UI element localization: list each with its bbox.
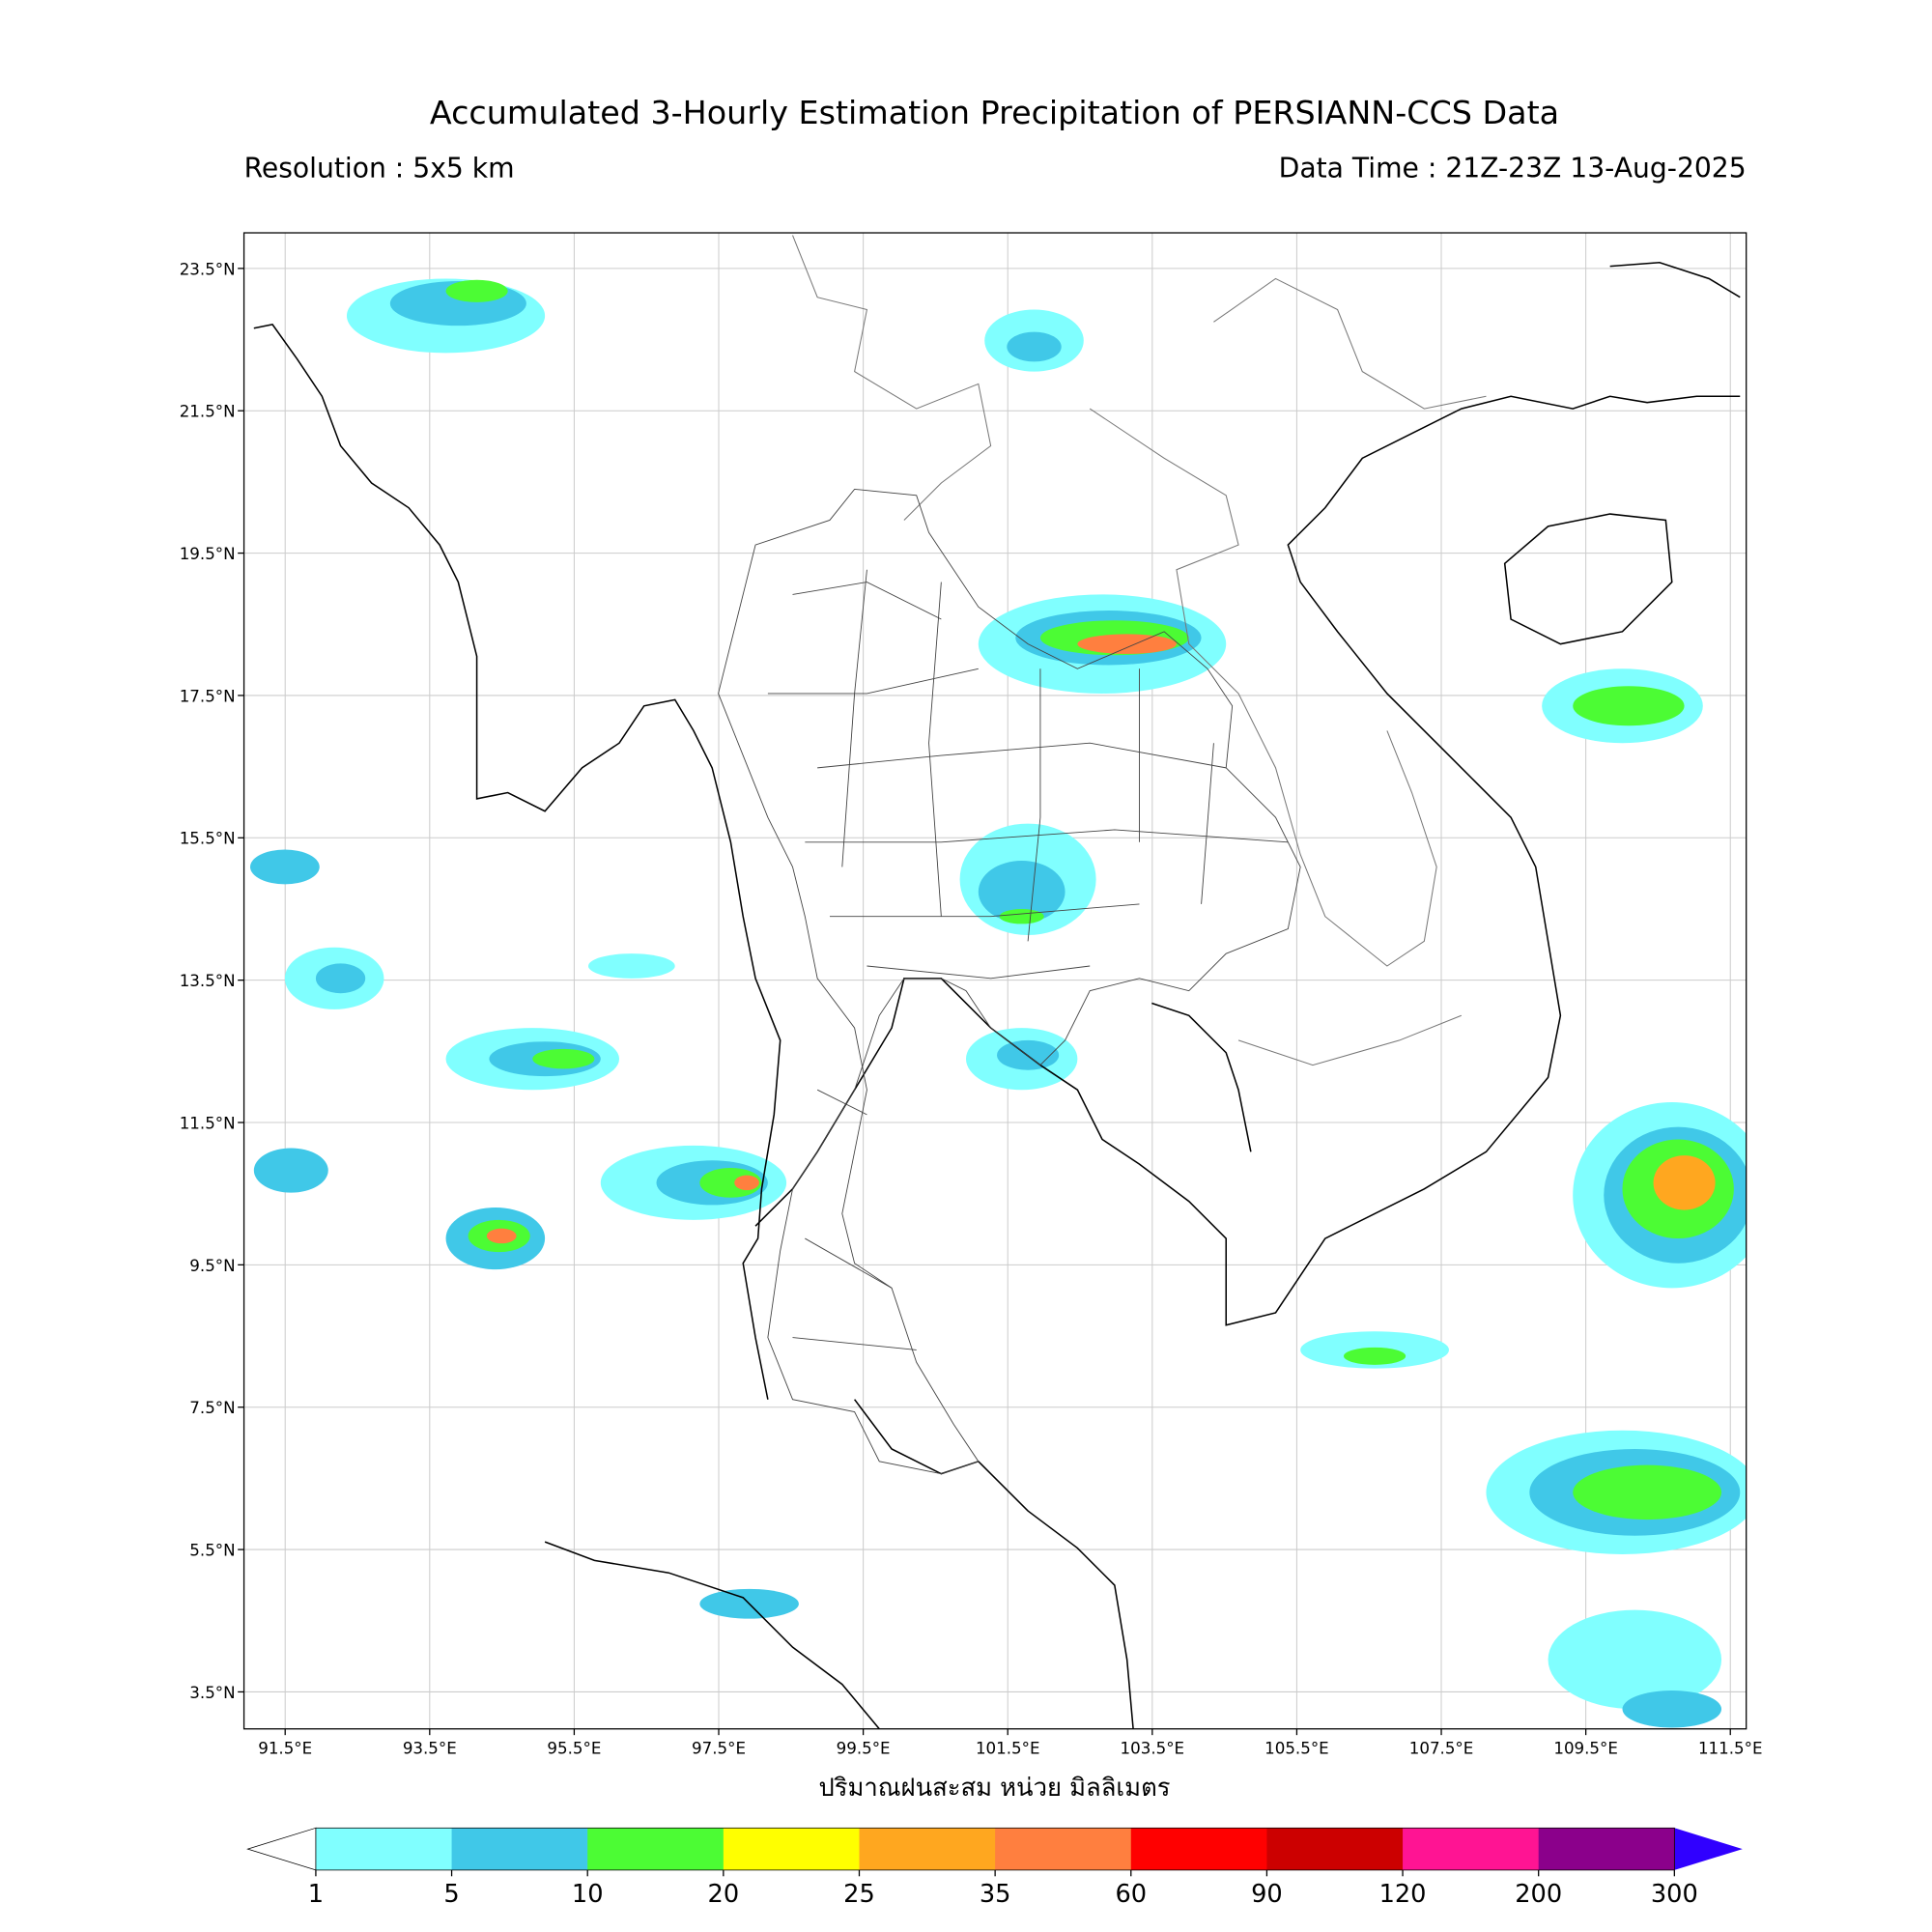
colorbar-bin bbox=[995, 1828, 1132, 1870]
subtitle-right: Data Time : 21Z-23Z 13-Aug-2025 bbox=[1279, 152, 1747, 184]
colorbar-label: 5 bbox=[443, 1880, 459, 1909]
x-tick-label: 105.5°E bbox=[1264, 1739, 1329, 1757]
x-tick-label: 109.5°E bbox=[1553, 1739, 1618, 1757]
x-tick-label: 111.5°E bbox=[1698, 1739, 1763, 1757]
x-tick-label: 91.5°E bbox=[258, 1739, 312, 1757]
y-tick-label: 13.5°N bbox=[180, 972, 236, 990]
colorbar-label: 20 bbox=[708, 1880, 740, 1909]
x-tick-label: 107.5°E bbox=[1409, 1739, 1474, 1757]
colorbar-bin bbox=[1130, 1828, 1268, 1870]
colorbar-bin bbox=[315, 1828, 453, 1870]
borders bbox=[792, 235, 1487, 1066]
precipitation bbox=[249, 278, 1747, 1728]
x-tick-label: 103.5°E bbox=[1121, 1739, 1185, 1757]
y-tick-label: 5.5°N bbox=[189, 1541, 235, 1559]
thailand-provinces bbox=[718, 488, 1301, 1475]
colorbar-bin bbox=[451, 1828, 588, 1870]
map-area bbox=[243, 233, 1747, 1729]
y-tick-label: 17.5°N bbox=[180, 687, 236, 705]
title: Accumulated 3-Hourly Estimation Precipit… bbox=[430, 94, 1559, 131]
colorbar-bin bbox=[859, 1828, 996, 1870]
map-frame bbox=[242, 232, 1747, 1730]
colorbar-label: 60 bbox=[1115, 1880, 1147, 1909]
y-tick-label: 7.5°N bbox=[189, 1399, 235, 1417]
colorbar-label: 300 bbox=[1651, 1880, 1698, 1909]
colorbar-bin bbox=[587, 1828, 724, 1870]
colorbar-bin bbox=[1266, 1828, 1404, 1870]
y-tick-label: 3.5°N bbox=[189, 1684, 235, 1702]
x-tick-label: 101.5°E bbox=[976, 1739, 1040, 1757]
colorbar-bin bbox=[1538, 1828, 1675, 1870]
y-tick-label: 23.5°N bbox=[180, 260, 236, 278]
colorbar-label: 35 bbox=[980, 1880, 1011, 1909]
y-tick-label: 21.5°N bbox=[180, 403, 236, 421]
y-tick-label: 11.5°N bbox=[180, 1114, 236, 1132]
colorbar-label: 25 bbox=[843, 1880, 875, 1909]
x-tick-label: 99.5°E bbox=[837, 1739, 891, 1757]
colorbar-label: 90 bbox=[1251, 1880, 1283, 1909]
colorbar-bin bbox=[1403, 1828, 1540, 1870]
x-tick-label: 93.5°E bbox=[403, 1739, 457, 1757]
x-tick-label: 95.5°E bbox=[547, 1739, 601, 1757]
y-tick-label: 19.5°N bbox=[180, 545, 236, 563]
colorbar-label: 120 bbox=[1379, 1880, 1427, 1909]
colorbar-over bbox=[1674, 1828, 1743, 1870]
colorbar-label: 1 bbox=[308, 1880, 324, 1909]
x-tick-label: 97.5°E bbox=[692, 1739, 746, 1757]
y-tick-label: 9.5°N bbox=[189, 1257, 235, 1275]
y-tick-label: 15.5°N bbox=[180, 830, 236, 848]
subtitle-left: Resolution : 5x5 km bbox=[244, 152, 515, 184]
colorbar-label: 200 bbox=[1515, 1880, 1562, 1909]
colorbar-under bbox=[246, 1827, 317, 1871]
coastlines bbox=[253, 262, 1741, 1729]
x-axis-label: ปริมาณฝนสะสม หน่วย มิลลิเมตร bbox=[818, 1774, 1170, 1803]
colorbar-bin bbox=[723, 1828, 861, 1870]
colorbar-label: 10 bbox=[572, 1880, 604, 1909]
